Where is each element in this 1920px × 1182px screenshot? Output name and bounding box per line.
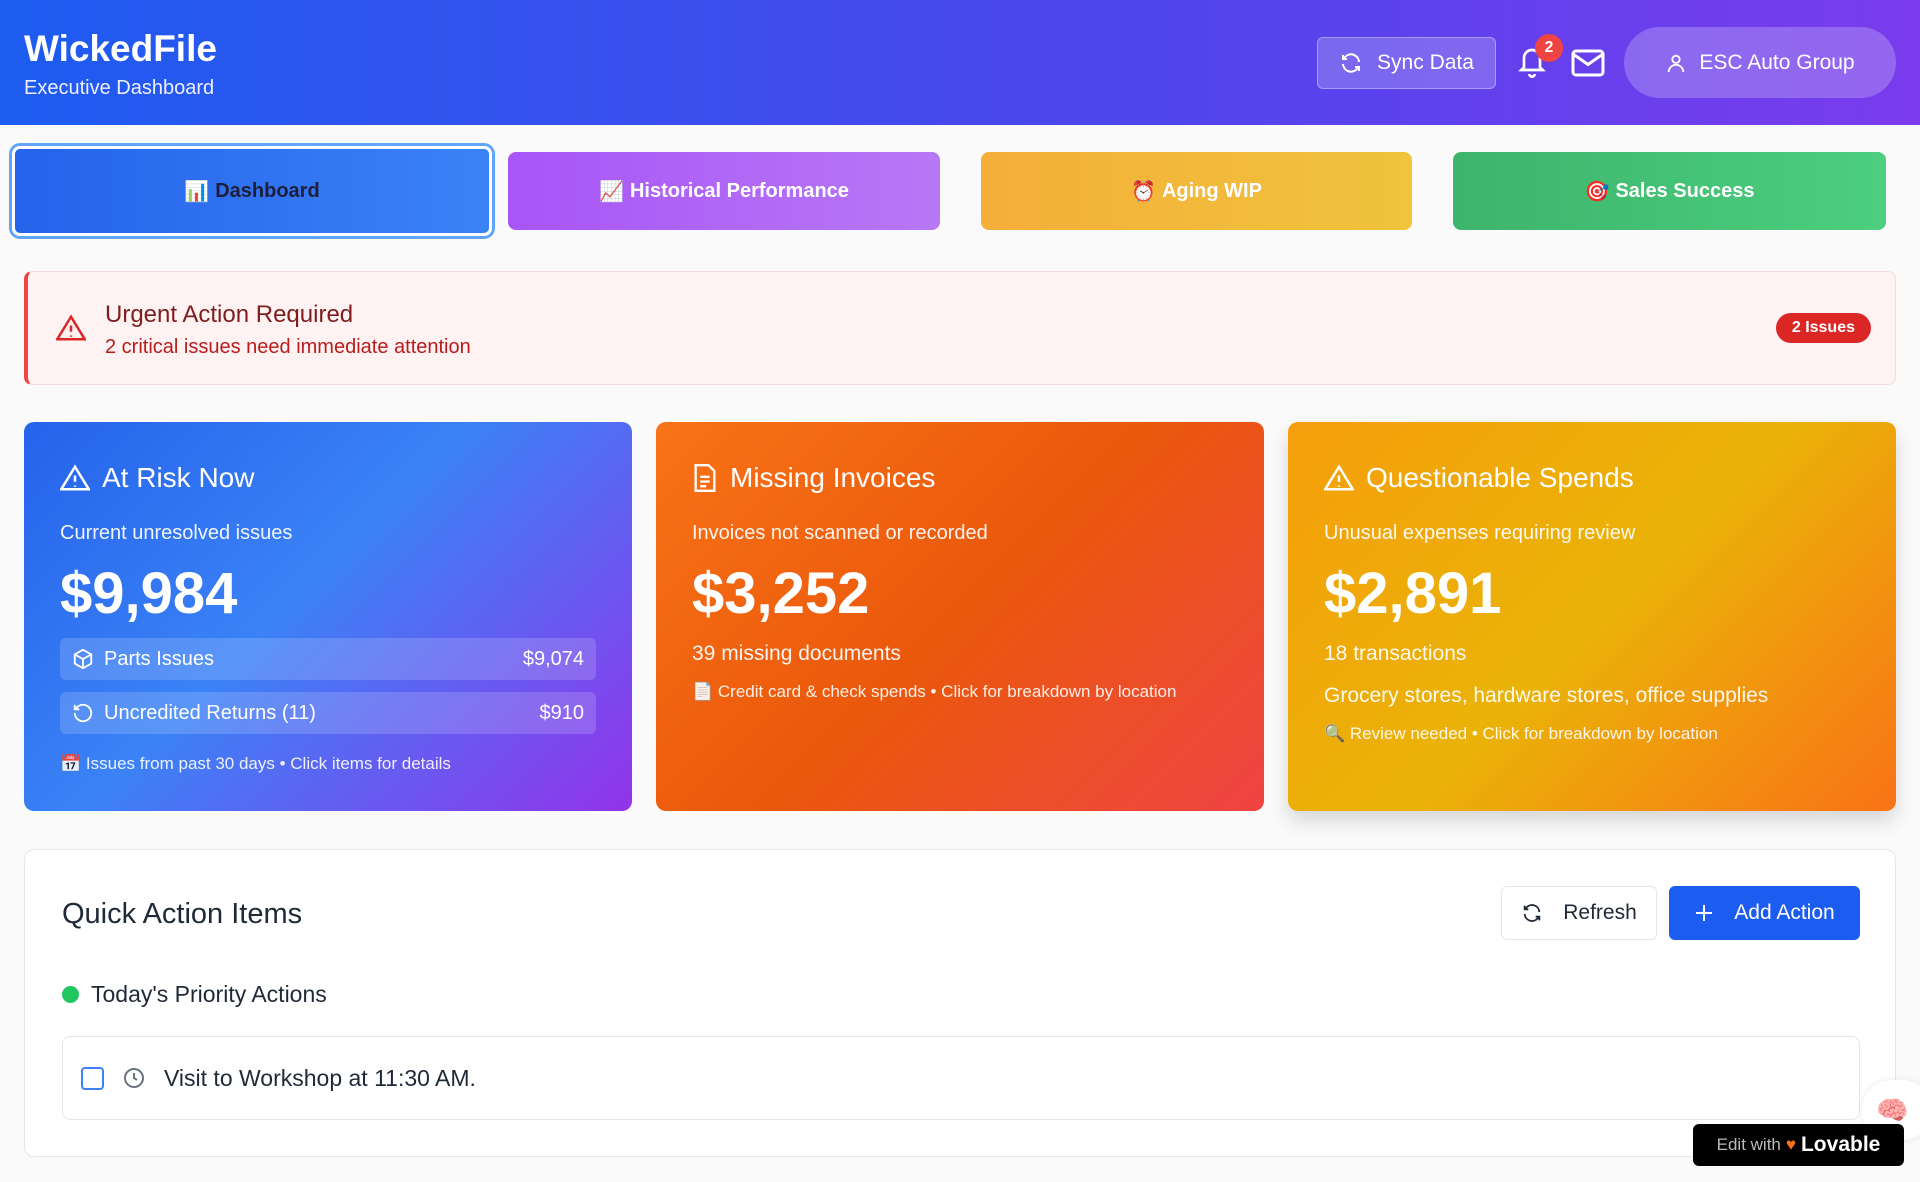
- lovable-brand: Lovable: [1800, 1133, 1881, 1156]
- status-dot: [62, 986, 79, 1003]
- card-detail: 39 missing documents: [692, 642, 901, 665]
- uncredited-returns-row[interactable]: Uncredited Returns (11) $910: [60, 692, 596, 734]
- calendar-icon: 📅: [60, 754, 82, 773]
- add-action-button[interactable]: Add Action: [1669, 886, 1860, 940]
- alert-title: Urgent Action Required: [105, 301, 354, 328]
- section-label: Today's Priority Actions: [91, 981, 327, 1007]
- card-title: Questionable Spends: [1366, 462, 1634, 493]
- receipt-icon: 📄: [692, 682, 714, 701]
- tab-sales-success[interactable]: 🎯 Sales Success: [1453, 152, 1886, 230]
- at-risk-card[interactable]: At Risk Now Current unresolved issues $9…: [24, 422, 632, 811]
- package-icon: [73, 648, 93, 670]
- questionable-spends-card[interactable]: Questionable Spends Unusual expenses req…: [1288, 422, 1896, 811]
- item-text: Visit to Workshop at 11:30 AM.: [164, 1064, 476, 1091]
- magnifier-icon: 🔍: [1324, 724, 1346, 743]
- parts-issues-row[interactable]: Parts Issues $9,074: [60, 638, 596, 680]
- heart-icon: ♥: [1785, 1135, 1796, 1154]
- header: WickedFile Executive Dashboard Sync Data…: [0, 0, 1920, 125]
- row-value: $9,074: [522, 647, 584, 670]
- app-title: WickedFile: [24, 28, 217, 69]
- note-text: Issues from past 30 days • Click items f…: [85, 754, 451, 773]
- card-title: At Risk Now: [102, 462, 255, 493]
- urgent-alert: Urgent Action Required 2 critical issues…: [24, 271, 1896, 385]
- tab-label: Aging WIP: [1161, 179, 1262, 202]
- refresh-icon: [1523, 904, 1541, 922]
- card-subtitle: Invoices not scanned or recorded: [692, 522, 988, 544]
- row-value: $910: [539, 701, 585, 724]
- card-detail: 18 transactions: [1324, 642, 1467, 665]
- missing-invoices-card[interactable]: Missing Invoices Invoices not scanned or…: [656, 422, 1264, 811]
- add-action-label: Add Action: [1734, 901, 1835, 924]
- user-menu-button[interactable]: ESC Auto Group: [1624, 27, 1896, 98]
- tab-aging-wip[interactable]: ⏰ Aging WIP: [981, 152, 1412, 230]
- card-note: 📅 Issues from past 30 days • Click items…: [60, 754, 451, 774]
- app-subtitle: Executive Dashboard: [24, 77, 215, 99]
- card-note: 🔍 Review needed • Click for breakdown by…: [1324, 724, 1718, 744]
- card-value: $3,252: [692, 561, 870, 626]
- warning-icon: [60, 464, 90, 491]
- user-icon: [1668, 54, 1685, 72]
- sync-data-button[interactable]: Sync Data: [1317, 37, 1496, 89]
- alert-description: 2 critical issues need immediate attenti…: [105, 336, 471, 358]
- row-label: Uncredited Returns (11): [104, 701, 316, 724]
- section-heading: Today's Priority Actions: [62, 981, 327, 1008]
- card-subtitle: Current unresolved issues: [60, 522, 293, 544]
- tab-historical-performance[interactable]: 📈 Historical Performance: [508, 152, 940, 230]
- tab-label: Historical Performance: [629, 179, 849, 202]
- refresh-label: Refresh: [1563, 901, 1637, 924]
- card-value: $9,984: [60, 561, 238, 626]
- card-title: Missing Invoices: [730, 462, 936, 493]
- row-label: Parts Issues: [104, 647, 215, 670]
- target-icon: 🎯: [1584, 180, 1610, 203]
- note-text: Review needed • Click for breakdown by l…: [1349, 724, 1718, 743]
- tab-label: Dashboard: [215, 179, 320, 202]
- refresh-icon: [1342, 53, 1361, 73]
- issues-badge: 2 Issues: [1775, 313, 1871, 343]
- chart-icon: 📊: [184, 180, 210, 203]
- card-note: 📄 Credit card & check spends • Click for…: [692, 682, 1176, 702]
- mail-icon[interactable]: [1570, 48, 1606, 78]
- quick-action-panel: Quick Action Items Refresh Add Action To…: [24, 849, 1896, 1157]
- card-value: $2,891: [1324, 561, 1502, 626]
- note-text: Credit card & check spends • Click for b…: [717, 682, 1177, 701]
- clock-icon: [124, 1068, 144, 1088]
- warning-icon: [56, 314, 86, 341]
- warning-icon: [1324, 464, 1354, 491]
- user-label: ESC Auto Group: [1699, 50, 1855, 74]
- rotate-ccw-icon: [73, 703, 93, 723]
- lovable-prefix: Edit with: [1716, 1135, 1781, 1154]
- card-detail-categories: Grocery stores, hardware stores, office …: [1324, 684, 1769, 707]
- edit-with-lovable-badge[interactable]: Edit with ♥ Lovable: [1693, 1124, 1904, 1166]
- plus-icon: [1696, 905, 1713, 921]
- tab-label: Sales Success: [1615, 179, 1755, 202]
- file-text-icon: [694, 464, 716, 492]
- tab-dashboard[interactable]: 📊 Dashboard: [12, 146, 492, 236]
- sync-data-label: Sync Data: [1377, 51, 1474, 74]
- alarm-clock-icon: ⏰: [1131, 180, 1156, 203]
- refresh-button[interactable]: Refresh: [1501, 886, 1657, 940]
- card-subtitle: Unusual expenses requiring review: [1324, 522, 1636, 544]
- trend-icon: 📈: [599, 180, 624, 203]
- notification-badge: 2: [1535, 34, 1563, 62]
- brain-icon: 🧠: [1876, 1094, 1909, 1125]
- item-checkbox[interactable]: [81, 1066, 104, 1090]
- list-item: Visit to Workshop at 11:30 AM.: [62, 1036, 1860, 1120]
- panel-title: Quick Action Items: [62, 898, 303, 930]
